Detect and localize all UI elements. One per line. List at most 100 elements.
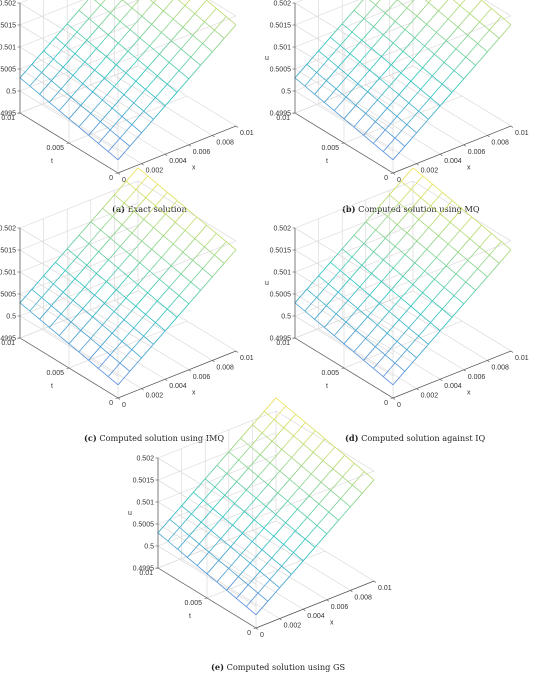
surface-line-const-x <box>477 268 488 278</box>
surface-line-const-x <box>314 93 325 103</box>
box-edge <box>484 0 512 17</box>
surface-line-const-t <box>347 61 361 76</box>
surface-line-const-x <box>306 517 318 526</box>
surface-line-const-x <box>143 335 154 345</box>
surface-line-const-x <box>261 432 273 442</box>
surface-line-const-x <box>400 72 412 82</box>
surface-line-const-x <box>337 66 349 76</box>
surface-line-const-t <box>242 519 255 534</box>
surface-line-const-t <box>143 322 156 337</box>
surface-line-const-x <box>467 260 478 269</box>
surface-line-const-t <box>392 371 406 386</box>
surface-line-const-x <box>330 261 341 271</box>
surface-line-const-x <box>365 221 376 231</box>
x-tick-label: 0.01 <box>515 355 529 362</box>
t-tick-mark <box>390 172 394 174</box>
surface-line-const-t <box>206 560 220 575</box>
surface-line-const-x <box>398 319 410 329</box>
surface-line-const-x <box>424 270 435 280</box>
x-tick-label: 0.01 <box>240 130 254 137</box>
surface-line-const-x <box>422 67 433 77</box>
surface-line-const-t <box>66 10 80 25</box>
surface-line-const-x <box>214 29 225 39</box>
u-tick-label: 0.501 <box>0 45 16 52</box>
t-axis-label: t <box>326 158 328 165</box>
surface-line-const-t <box>398 80 412 95</box>
surface-line-const-x <box>341 23 353 33</box>
surface-line-const-x <box>424 45 435 55</box>
x-tick-mark <box>165 153 168 156</box>
surface-line-const-t <box>159 265 172 280</box>
surface-line-const-x <box>434 278 445 288</box>
t-gridline <box>392 288 512 399</box>
surface-line-const-x <box>252 424 263 434</box>
surface-line-const-t <box>176 78 190 93</box>
surface-line-const-t <box>306 275 319 290</box>
u-tick-label: 0.5005 <box>133 522 155 529</box>
surface-line-const-t <box>80 316 93 331</box>
surface-line-const-x <box>166 308 178 318</box>
surface-line-const-x <box>316 72 327 82</box>
surface-line-const-t <box>388 72 402 87</box>
surface-line-const-t <box>361 251 374 266</box>
surface-line-const-x <box>98 251 109 261</box>
surface-line-const-x <box>74 278 86 288</box>
surface-line-const-x <box>102 324 113 334</box>
surface-line-const-x <box>170 265 182 275</box>
x-tick-mark <box>235 125 239 128</box>
surface-line-const-t <box>255 601 269 616</box>
surface-line-const-x <box>345 96 357 106</box>
surface-line-const-t <box>177 535 190 550</box>
surface-line-const-t <box>367 303 380 318</box>
surface-line-const-t <box>62 278 76 293</box>
surface-line-const-t <box>465 43 478 58</box>
surface-line-const-t <box>422 278 435 293</box>
surface-line-const-x <box>281 449 292 458</box>
surface-line-const-t <box>383 21 396 36</box>
surface-line-const-t <box>375 107 388 122</box>
surface-line-const-t <box>174 208 188 223</box>
surface-line-const-t <box>410 292 423 307</box>
surface-line-const-t <box>114 181 127 196</box>
surface-line-const-t <box>109 341 123 356</box>
surface-line-const-x <box>187 557 198 566</box>
surface-line-const-t <box>404 132 417 147</box>
surface-line-const-x <box>373 251 384 261</box>
u-tick-label: 0.5015 <box>270 23 292 30</box>
surface-line-const-t <box>165 200 178 215</box>
surface-line-const-x <box>121 0 133 9</box>
surface-line-const-x <box>394 21 406 30</box>
surface-line-const-t <box>328 270 341 285</box>
surface-line-const-t <box>137 45 150 60</box>
surface-line-const-t <box>168 273 182 288</box>
surface-line-const-t <box>361 26 374 41</box>
surface-line-const-t <box>90 99 103 114</box>
surface-line-const-t <box>151 235 164 250</box>
surface-line-const-t <box>434 40 447 55</box>
x-tick-label: 0.008 <box>354 594 372 601</box>
x-gridline <box>137 0 237 127</box>
surface-line-const-t <box>94 56 107 71</box>
surface-line-const-t <box>326 66 339 81</box>
surface-line-const-x <box>271 557 282 567</box>
z-gridline <box>19 246 139 355</box>
surface-line-const-x <box>129 29 141 39</box>
surface-line-const-x <box>330 36 341 46</box>
surface-line-const-t <box>49 88 62 103</box>
surface-chart-e: 00.0020.0040.0060.0080.0100.0050.010.499… <box>128 397 392 639</box>
surface-line-const-x <box>117 267 129 277</box>
surface-line-const-t <box>479 233 492 248</box>
surface-line-const-t <box>475 51 488 66</box>
surface-line-const-t <box>304 72 317 87</box>
surface-line-const-t <box>279 574 292 589</box>
surface-line-const-x <box>465 56 476 66</box>
surface-line-const-x <box>224 494 235 504</box>
surface-line-const-t <box>51 291 64 306</box>
surface-line-const-t <box>324 313 337 328</box>
surface-line-const-x <box>206 224 217 234</box>
surface-line-const-t <box>392 146 406 161</box>
surface-line-const-t <box>210 516 224 531</box>
surface-line-const-t <box>224 481 237 496</box>
surface-line-const-t <box>133 89 146 104</box>
t-tick-label: 0.005 <box>46 145 64 152</box>
